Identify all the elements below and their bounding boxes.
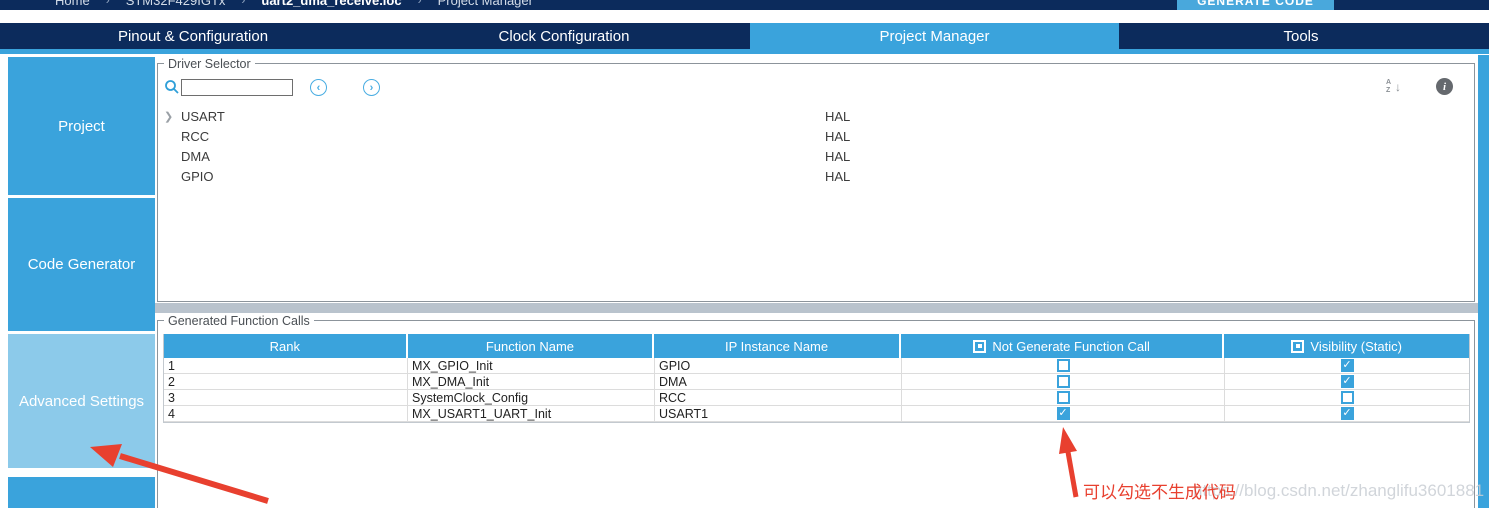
cell-ip-instance: GPIO (655, 358, 902, 373)
checkbox-visibility[interactable] (1340, 391, 1354, 404)
cell-ip-instance: USART1 (655, 406, 902, 421)
tree-item-gpio[interactable]: GPIO HAL (164, 166, 1464, 186)
header-checkbox-not-generate[interactable] (973, 339, 987, 353)
checkbox-not-generate[interactable] (1056, 391, 1070, 404)
column-header-not-generate[interactable]: Not Generate Function Call (901, 334, 1225, 358)
checkbox-not-generate[interactable] (1056, 375, 1070, 388)
cell-ip-instance: RCC (655, 390, 902, 405)
sidebar-bottom-strip (8, 477, 155, 508)
column-header-ip-instance-name[interactable]: IP Instance Name (654, 334, 901, 358)
tree-item-rcc[interactable]: RCC HAL (164, 126, 1464, 146)
cell-function-name: MX_USART1_UART_Init (408, 406, 655, 421)
top-navigation-bar: Home › STM32F429IGTx › uart2_dma_receive… (0, 0, 1489, 10)
header-checkbox-visibility[interactable] (1291, 339, 1305, 353)
tab-underline (0, 49, 1489, 54)
generate-code-button[interactable]: GENERATE CODE (1177, 0, 1334, 10)
tree-item-label: GPIO (181, 168, 214, 184)
vertical-scrollbar[interactable] (1478, 55, 1489, 508)
tab-pinout-configuration[interactable]: Pinout & Configuration (8, 23, 378, 49)
column-header-label: Not Generate Function Call (992, 338, 1150, 354)
column-header-label: Visibility (Static) (1310, 338, 1402, 354)
table-row[interactable]: 2 MX_DMA_Init DMA (164, 374, 1469, 390)
sidebar-item-project[interactable]: Project (8, 57, 155, 195)
tree-item-label: DMA (181, 148, 210, 164)
tree-item-label: USART (181, 108, 225, 124)
cell-ip-instance: DMA (655, 374, 902, 389)
tab-bar: Pinout & Configuration Clock Configurati… (0, 23, 1489, 49)
cell-rank: 3 (164, 390, 408, 405)
tree-item-driver-value: HAL (825, 128, 851, 144)
tree-item-usart[interactable]: ❯ USART HAL (164, 106, 1464, 126)
chevron-left-circle-icon[interactable]: ‹ (310, 79, 327, 96)
driver-selector-panel: Driver Selector ‹ › A Z ↓ i ❯ USART HAL RC… (157, 57, 1475, 302)
tree-item-label: RCC (181, 128, 210, 144)
function-calls-table: Rank Function Name IP Instance Name Not … (163, 334, 1470, 423)
tab-tools[interactable]: Tools (1121, 23, 1481, 49)
tree-item-driver-value: HAL (825, 148, 851, 164)
breadcrumb-project-manager[interactable]: Project Manager (437, 0, 533, 8)
table-row[interactable]: 1 MX_GPIO_Init GPIO (164, 358, 1469, 374)
generated-function-calls-panel: Generated Function Calls Rank Function N… (157, 314, 1475, 508)
driver-search-input[interactable] (181, 79, 293, 96)
table-row[interactable]: 3 SystemClock_Config RCC (164, 390, 1469, 406)
tree-item-driver-value: HAL (825, 168, 851, 184)
checkbox-visibility[interactable] (1340, 407, 1354, 420)
panel-splitter[interactable] (155, 303, 1489, 313)
annotation-callout-text: 可以勾选不生成代码 (1083, 483, 1236, 502)
tree-item-driver-value: HAL (825, 108, 851, 124)
cell-function-name: MX_GPIO_Init (408, 358, 655, 373)
sort-az-icon[interactable]: A Z ↓ (1386, 79, 1401, 94)
sidebar-item-advanced-settings[interactable]: Advanced Settings (8, 334, 155, 468)
breadcrumb-chevron-icon: › (417, 0, 422, 7)
tree-item-dma[interactable]: DMA HAL (164, 146, 1464, 166)
cell-rank: 1 (164, 358, 408, 373)
tree-expand-chevron-icon[interactable]: ❯ (164, 110, 174, 123)
watermark-text: https://blog.csdn.net/zhanglifu3601881 (1193, 481, 1485, 500)
cell-rank: 2 (164, 374, 408, 389)
cell-function-name: SystemClock_Config (408, 390, 655, 405)
breadcrumb-project-file[interactable]: uart2_dma_receive.ioc (261, 0, 402, 8)
column-header-rank[interactable]: Rank (164, 334, 408, 358)
breadcrumb-chevron-icon: › (105, 0, 110, 7)
tab-project-manager[interactable]: Project Manager (750, 23, 1119, 49)
sidebar-item-code-generator[interactable]: Code Generator (8, 198, 155, 331)
column-header-visibility-static[interactable]: Visibility (Static) (1224, 334, 1469, 358)
tab-clock-configuration[interactable]: Clock Configuration (380, 23, 748, 49)
table-header-row: Rank Function Name IP Instance Name Not … (164, 334, 1469, 358)
checkbox-visibility[interactable] (1340, 359, 1354, 372)
breadcrumb: Home › STM32F429IGTx › uart2_dma_receive… (55, 0, 533, 9)
column-header-function-name[interactable]: Function Name (408, 334, 655, 358)
checkbox-visibility[interactable] (1340, 375, 1354, 388)
generated-function-calls-legend: Generated Function Calls (164, 314, 314, 328)
breadcrumb-mcu[interactable]: STM32F429IGTx (125, 0, 226, 8)
info-icon[interactable]: i (1436, 78, 1453, 95)
cell-function-name: MX_DMA_Init (408, 374, 655, 389)
breadcrumb-chevron-icon: › (241, 0, 246, 7)
cell-rank: 4 (164, 406, 408, 421)
driver-selector-legend: Driver Selector (164, 57, 255, 71)
checkbox-not-generate[interactable] (1056, 407, 1070, 420)
table-row[interactable]: 4 MX_USART1_UART_Init USART1 (164, 406, 1469, 422)
breadcrumb-home[interactable]: Home (55, 0, 90, 8)
checkbox-not-generate[interactable] (1056, 359, 1070, 372)
search-icon (165, 80, 179, 94)
chevron-right-circle-icon[interactable]: › (363, 79, 380, 96)
